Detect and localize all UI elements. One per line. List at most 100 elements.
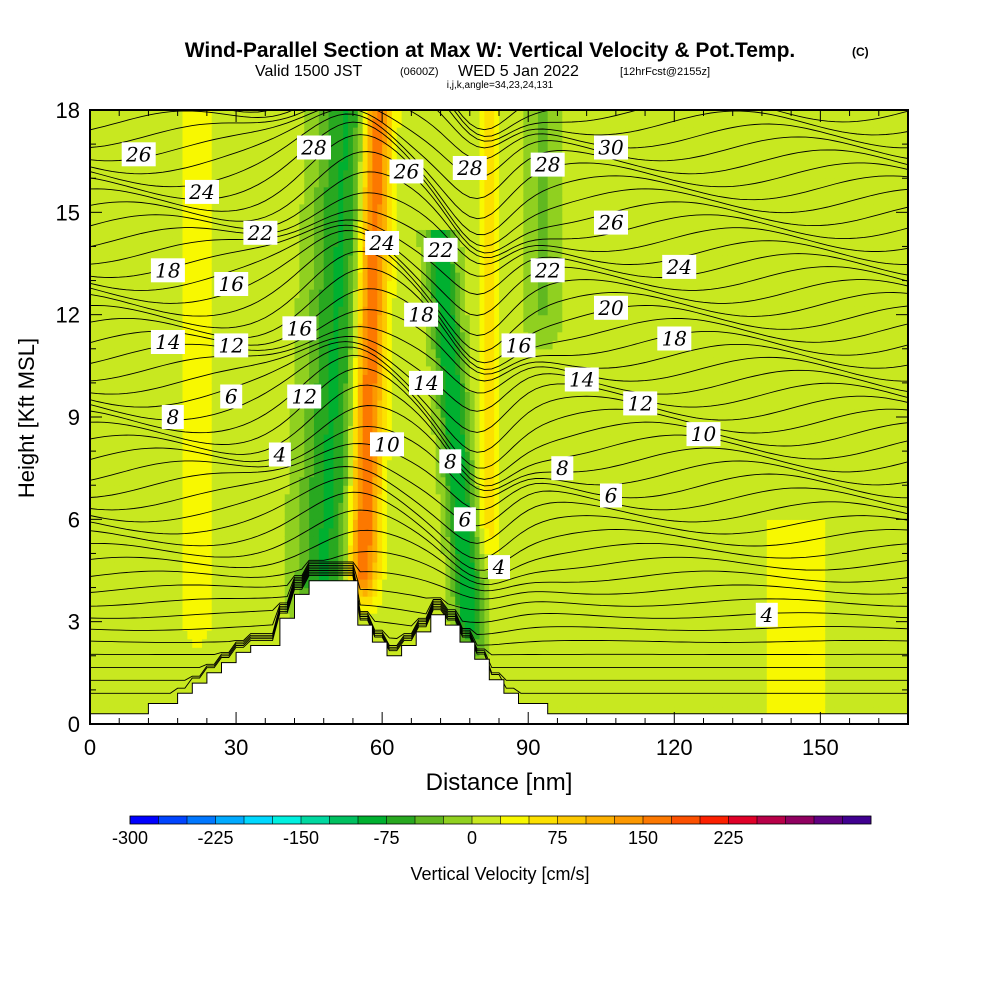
velocity-cell [382, 596, 388, 606]
velocity-cell [236, 536, 242, 546]
velocity-cell [138, 451, 145, 461]
velocity-cell [109, 613, 115, 623]
velocity-cell [270, 468, 276, 478]
velocity-cell [153, 289, 159, 299]
velocity-cell [348, 561, 354, 572]
velocity-cell [260, 638, 266, 648]
velocity-cell [221, 536, 227, 546]
velocity-cell [421, 127, 427, 137]
velocity-cell [265, 468, 271, 478]
velocity-cell [187, 152, 193, 162]
velocity-cell [401, 348, 408, 358]
velocity-cell [197, 220, 203, 230]
velocity-cell [372, 468, 378, 478]
velocity-cell [425, 561, 432, 572]
velocity-cell [119, 212, 125, 222]
velocity-cell [99, 263, 106, 273]
velocity-cell [167, 434, 174, 444]
velocity-cell [411, 186, 417, 196]
velocity-cell [289, 135, 296, 145]
velocity-cell [201, 408, 208, 418]
velocity-cell [143, 263, 150, 273]
velocity-cell [94, 561, 101, 572]
velocity-cell [236, 135, 242, 145]
velocity-cell [109, 297, 115, 307]
velocity-cell [153, 391, 159, 401]
velocity-cell [318, 451, 325, 461]
velocity-cell [323, 442, 330, 452]
velocity-cell [99, 135, 106, 145]
velocity-cell [231, 451, 237, 461]
velocity-cell [124, 621, 130, 631]
velocity-cell [387, 613, 393, 623]
velocity-cell [382, 203, 388, 213]
velocity-cell [348, 186, 354, 196]
velocity-cell [299, 169, 305, 179]
velocity-cell [279, 169, 286, 179]
velocity-cell [158, 502, 164, 512]
velocity-cell [90, 237, 96, 248]
velocity-cell [338, 451, 344, 461]
velocity-cell [163, 510, 169, 520]
velocity-cell [416, 152, 422, 162]
velocity-cell [387, 502, 393, 512]
velocity-cell [221, 297, 227, 307]
velocity-cell [138, 323, 145, 333]
velocity-cell [352, 476, 359, 486]
velocity-cell [182, 382, 188, 393]
velocity-cell [231, 161, 237, 171]
velocity-cell [265, 161, 271, 171]
velocity-cell [255, 169, 262, 179]
velocity-cell [133, 169, 140, 179]
velocity-cell [421, 365, 427, 375]
velocity-cell [94, 442, 101, 452]
velocity-cell [172, 323, 179, 333]
velocity-cell [99, 561, 106, 572]
velocity-cell [421, 561, 427, 572]
velocity-cell [299, 374, 305, 384]
velocity-cell [396, 468, 403, 478]
velocity-cell [362, 186, 369, 196]
velocity-cell [236, 203, 242, 213]
velocity-cell [197, 144, 203, 154]
velocity-cell [133, 229, 140, 239]
velocity-cell [163, 544, 169, 555]
velocity-cell [163, 493, 169, 503]
velocity-cell [124, 408, 130, 418]
velocity-cell [270, 212, 276, 222]
velocity-cell [309, 553, 315, 563]
velocity-cell [148, 604, 154, 614]
velocity-cell [172, 647, 179, 657]
velocity-cell [357, 203, 364, 213]
velocity-cell [250, 399, 257, 410]
velocity-cell [377, 110, 383, 120]
velocity-cell [338, 161, 344, 171]
velocity-cell [109, 596, 115, 606]
velocity-cell [333, 203, 339, 213]
velocity-cell [396, 229, 403, 239]
velocity-cell [362, 493, 369, 503]
velocity-cell [299, 306, 305, 316]
velocity-cell [236, 408, 242, 418]
velocity-cell [221, 417, 227, 427]
velocity-cell [206, 519, 213, 529]
velocity-cell [362, 365, 369, 375]
velocity-cell [119, 331, 125, 341]
velocity-cell [167, 493, 174, 503]
velocity-cell [153, 144, 159, 154]
velocity-cell [382, 604, 388, 614]
velocity-cell [275, 135, 281, 145]
velocity-cell [338, 186, 344, 196]
velocity-cell [197, 502, 203, 512]
velocity-cell [211, 536, 218, 546]
velocity-cell [197, 118, 203, 128]
velocity-cell [323, 391, 330, 401]
velocity-cell [318, 468, 325, 478]
velocity-cell [382, 195, 388, 205]
velocity-cell [216, 417, 223, 427]
velocity-cell [177, 203, 184, 213]
velocity-cell [348, 323, 354, 333]
velocity-cell [94, 672, 101, 682]
velocity-cell [352, 254, 359, 265]
velocity-cell [197, 399, 203, 410]
